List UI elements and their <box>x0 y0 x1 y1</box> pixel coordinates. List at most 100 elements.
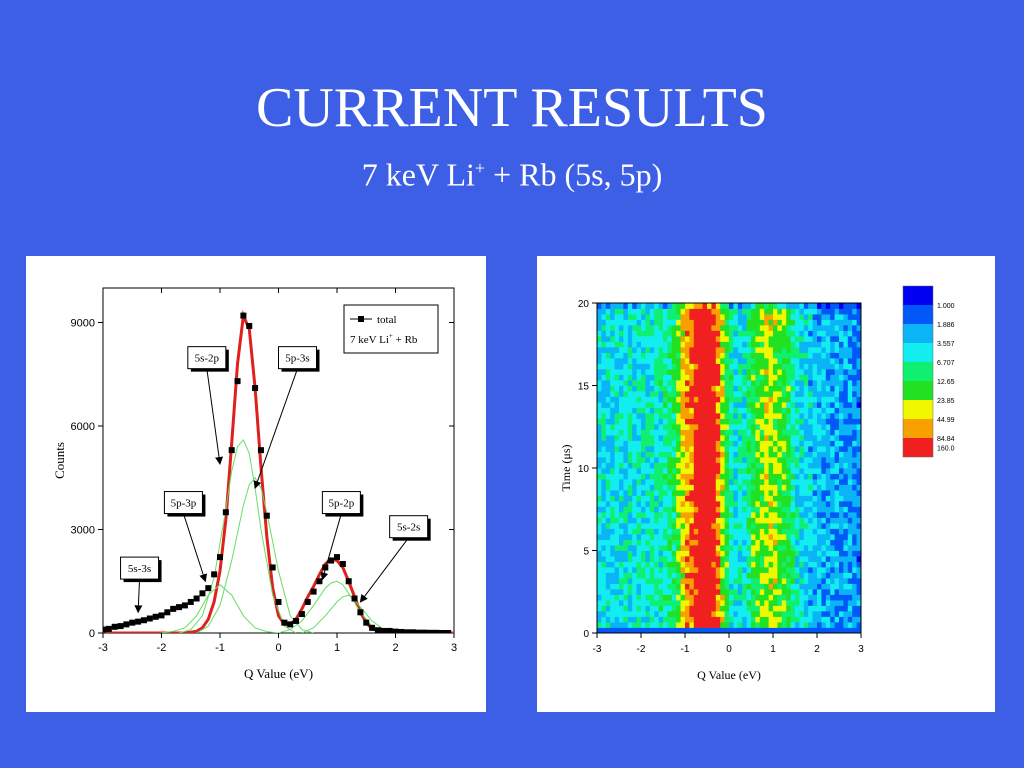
heatmap-cell <box>812 429 818 436</box>
heatmap-chart-panel: -3 -2 -1 0 1 2 3 0 5 10 15 20 Q Value (eV) Time (μs) 1… <box>537 256 995 712</box>
heatmap-cell <box>768 561 774 568</box>
heatmap-cell <box>605 600 611 606</box>
heatmap-cell <box>671 611 677 617</box>
heatmap-cell <box>777 545 783 551</box>
heatmap-cell <box>856 413 862 419</box>
heatmap-cell <box>737 556 743 562</box>
heatmap-cell <box>729 435 734 441</box>
heatmap-cell <box>680 308 686 315</box>
heatmap-cell <box>720 319 725 326</box>
heatmap-cell <box>773 391 778 397</box>
heatmap-cell <box>605 319 611 326</box>
heatmap-cell <box>680 567 686 573</box>
heatmap-cell <box>654 314 659 320</box>
slide-title: CURRENT RESULTS <box>256 77 768 139</box>
heatmap-cell <box>777 495 783 502</box>
heatmap-cell <box>645 550 651 557</box>
heatmap-cell <box>720 380 725 386</box>
heatmap-cell <box>667 429 673 436</box>
heatmap-cell <box>812 561 818 568</box>
heatmap-cell <box>742 347 747 353</box>
heatmap-cell <box>843 308 849 315</box>
heatmap-cell <box>825 534 831 540</box>
heatmap-cell <box>649 616 655 623</box>
y-tick-label: 0 <box>89 628 95 640</box>
heatmap-cell <box>658 435 664 441</box>
heatmap-cell <box>641 567 646 573</box>
heatmap-cell <box>685 325 690 331</box>
heatmap-cell <box>812 303 818 309</box>
heatmap-cell <box>786 550 791 557</box>
heatmap-cell <box>759 512 765 518</box>
heatmap-cell <box>843 330 849 337</box>
heatmap-cell <box>729 627 734 634</box>
heatmap-cell <box>663 484 668 491</box>
heatmap-cell <box>755 402 761 408</box>
heatmap-cell <box>702 517 708 524</box>
x-tick-label: -3 <box>593 644 602 655</box>
heatmap-cell <box>821 611 827 617</box>
heatmap-cell <box>614 627 620 634</box>
heatmap-cell <box>825 572 831 579</box>
heatmap-cell <box>680 385 686 392</box>
heatmap-cell <box>711 616 717 623</box>
heatmap-cell <box>671 314 677 320</box>
heatmap-cell <box>654 473 659 480</box>
heatmap-cell <box>610 303 615 309</box>
heatmap-cell <box>729 594 734 601</box>
heatmap-cell <box>711 473 717 480</box>
heatmap-cell <box>834 556 840 562</box>
heatmap-cell <box>790 550 796 557</box>
heatmap-cell <box>663 600 668 606</box>
heatmap-cell <box>645 572 651 579</box>
heatmap-cell <box>663 583 668 590</box>
heatmap-cell <box>663 545 668 551</box>
heatmap-cell <box>702 479 708 485</box>
heatmap-cell <box>693 479 699 485</box>
heatmap-cell <box>724 578 730 584</box>
heatmap-cell <box>768 435 774 441</box>
heatmap-cell <box>812 479 818 485</box>
heatmap-cell <box>667 380 673 386</box>
heatmap-cell <box>632 391 637 397</box>
heatmap-cell <box>707 380 712 386</box>
heatmap-cell <box>636 358 642 364</box>
heatmap-cell <box>632 369 637 375</box>
heatmap-cell <box>623 545 629 551</box>
y-tick-label: 0 <box>583 629 589 640</box>
heatmap-cell <box>751 440 756 447</box>
heatmap-cell <box>830 462 835 469</box>
heatmap-cell <box>812 347 818 353</box>
heatmap-cell <box>658 545 664 551</box>
heatmap-cell <box>702 380 708 386</box>
component-curve-5s-2s <box>301 594 396 633</box>
heatmap-cell <box>799 583 805 590</box>
heatmap-cell <box>641 556 646 562</box>
heatmap-cell <box>720 314 725 320</box>
heatmap-cell <box>812 424 818 430</box>
heatmap-cell <box>768 374 774 381</box>
heatmap-cell <box>720 396 725 403</box>
heatmap-cell <box>856 627 862 634</box>
heatmap-cell <box>852 567 857 573</box>
heatmap-cell <box>759 451 765 458</box>
heatmap-cell <box>729 484 734 491</box>
heatmap-cell <box>671 336 677 342</box>
heatmap-cell <box>658 501 664 507</box>
heatmap-cell <box>676 545 681 551</box>
heatmap-cell <box>729 451 734 458</box>
heatmap-cell <box>707 457 712 463</box>
heatmap-cell <box>790 484 796 491</box>
x-tick-label: 1 <box>334 642 340 654</box>
heatmap-cell <box>764 484 769 491</box>
heatmap-cell <box>649 451 655 458</box>
heatmap-cell <box>601 380 607 386</box>
heatmap-cell <box>649 429 655 436</box>
heatmap-cell <box>746 473 752 480</box>
heatmap-cell <box>720 490 725 496</box>
heatmap-cell <box>821 512 827 518</box>
heatmap-cell <box>799 534 805 540</box>
heatmap-cell <box>663 534 668 540</box>
heatmap-cell <box>733 589 739 595</box>
heatmap-cell <box>751 567 756 573</box>
